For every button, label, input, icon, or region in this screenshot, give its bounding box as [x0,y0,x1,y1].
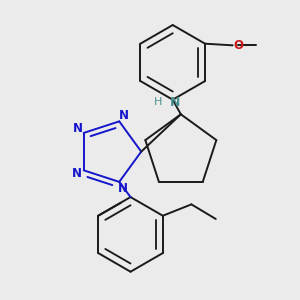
Text: N: N [119,109,129,122]
Text: N: N [72,167,82,180]
Text: N: N [118,182,128,195]
Text: N: N [73,122,83,135]
Text: O: O [233,39,243,52]
Text: H: H [154,97,162,107]
Text: N: N [170,96,181,109]
